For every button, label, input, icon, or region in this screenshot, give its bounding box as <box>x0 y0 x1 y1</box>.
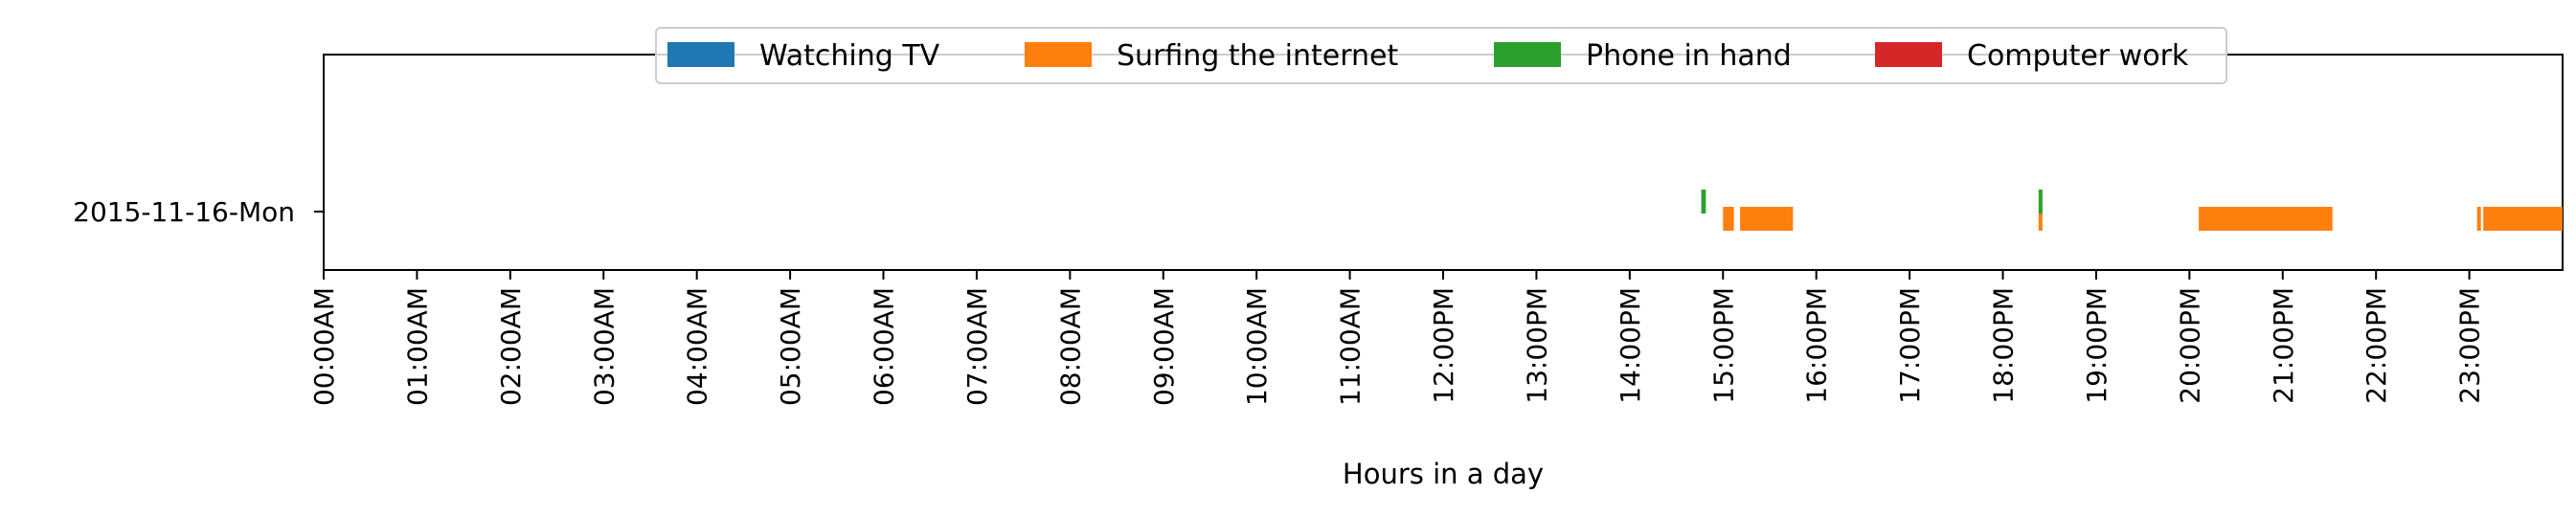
x-tick-label: 07:00AM <box>961 287 993 406</box>
legend-swatch <box>1494 42 1561 67</box>
x-tick-label: 17:00PM <box>1894 287 1926 404</box>
x-tick-label: 03:00AM <box>588 287 620 406</box>
x-tick-label: 19:00PM <box>2081 287 2113 404</box>
x-tick-label: 04:00AM <box>682 287 713 406</box>
segment-1-1 <box>1740 207 1794 231</box>
x-tick-label: 05:00AM <box>775 287 806 406</box>
legend-swatch <box>1875 42 1942 67</box>
legend-swatch <box>1025 42 1092 67</box>
segment-1-2 <box>2038 207 2043 231</box>
legend-swatch <box>667 42 734 67</box>
x-tick-label: 16:00PM <box>1801 287 1833 404</box>
x-tick-label: 20:00PM <box>2174 287 2205 404</box>
plot-frame <box>323 54 2564 271</box>
segment-2-1 <box>2038 190 2043 214</box>
x-tick-label: 14:00PM <box>1615 287 1646 404</box>
y-tick-label: 2015-11-16-Mon <box>73 196 295 228</box>
legend-label: Phone in hand <box>1586 39 1792 73</box>
x-tick-label: 06:00AM <box>869 287 900 406</box>
x-tick-label: 21:00PM <box>2268 287 2299 404</box>
segment-1-5 <box>2483 207 2563 231</box>
x-tick-label: 13:00PM <box>1521 287 1552 404</box>
x-tick-label: 02:00AM <box>495 287 527 406</box>
x-tick-label: 11:00AM <box>1335 287 1367 406</box>
x-axis: 00:00AM 01:00AM 02:00AM 03:00AM 04:00AM 05:00… <box>308 270 2486 406</box>
segment-1-3 <box>2199 207 2333 231</box>
segment-1-0 <box>1723 207 1734 231</box>
activity-segments <box>1701 190 2563 231</box>
legend: Watching TV Surfing the internet Phone in … <box>655 27 2227 84</box>
x-tick-label: 08:00AM <box>1054 287 1086 406</box>
x-tick-label: 22:00PM <box>2361 287 2392 404</box>
legend-label: Computer work <box>1967 39 2189 73</box>
legend-label: Watching TV <box>759 39 940 73</box>
x-tick-label: 18:00PM <box>1988 287 2020 404</box>
x-axis-title: Hours in a day <box>1343 458 1544 490</box>
y-axis: 2015-11-16-Mon <box>73 196 324 228</box>
segment-2-0 <box>1701 190 1706 214</box>
legend-frame <box>655 27 2227 84</box>
x-tick-label: 10:00AM <box>1241 287 1273 406</box>
x-tick-label: 15:00PM <box>1707 287 1739 404</box>
x-tick-label: 12:00PM <box>1428 287 1459 404</box>
x-tick-label: 01:00AM <box>401 287 433 406</box>
x-tick-label: 23:00PM <box>2454 287 2486 404</box>
segment-1-4 <box>2476 207 2481 231</box>
x-tick-label: 09:00AM <box>1148 287 1180 406</box>
x-tick-label: 00:00AM <box>308 287 340 406</box>
legend-label: Surfing the internet <box>1117 39 1398 73</box>
